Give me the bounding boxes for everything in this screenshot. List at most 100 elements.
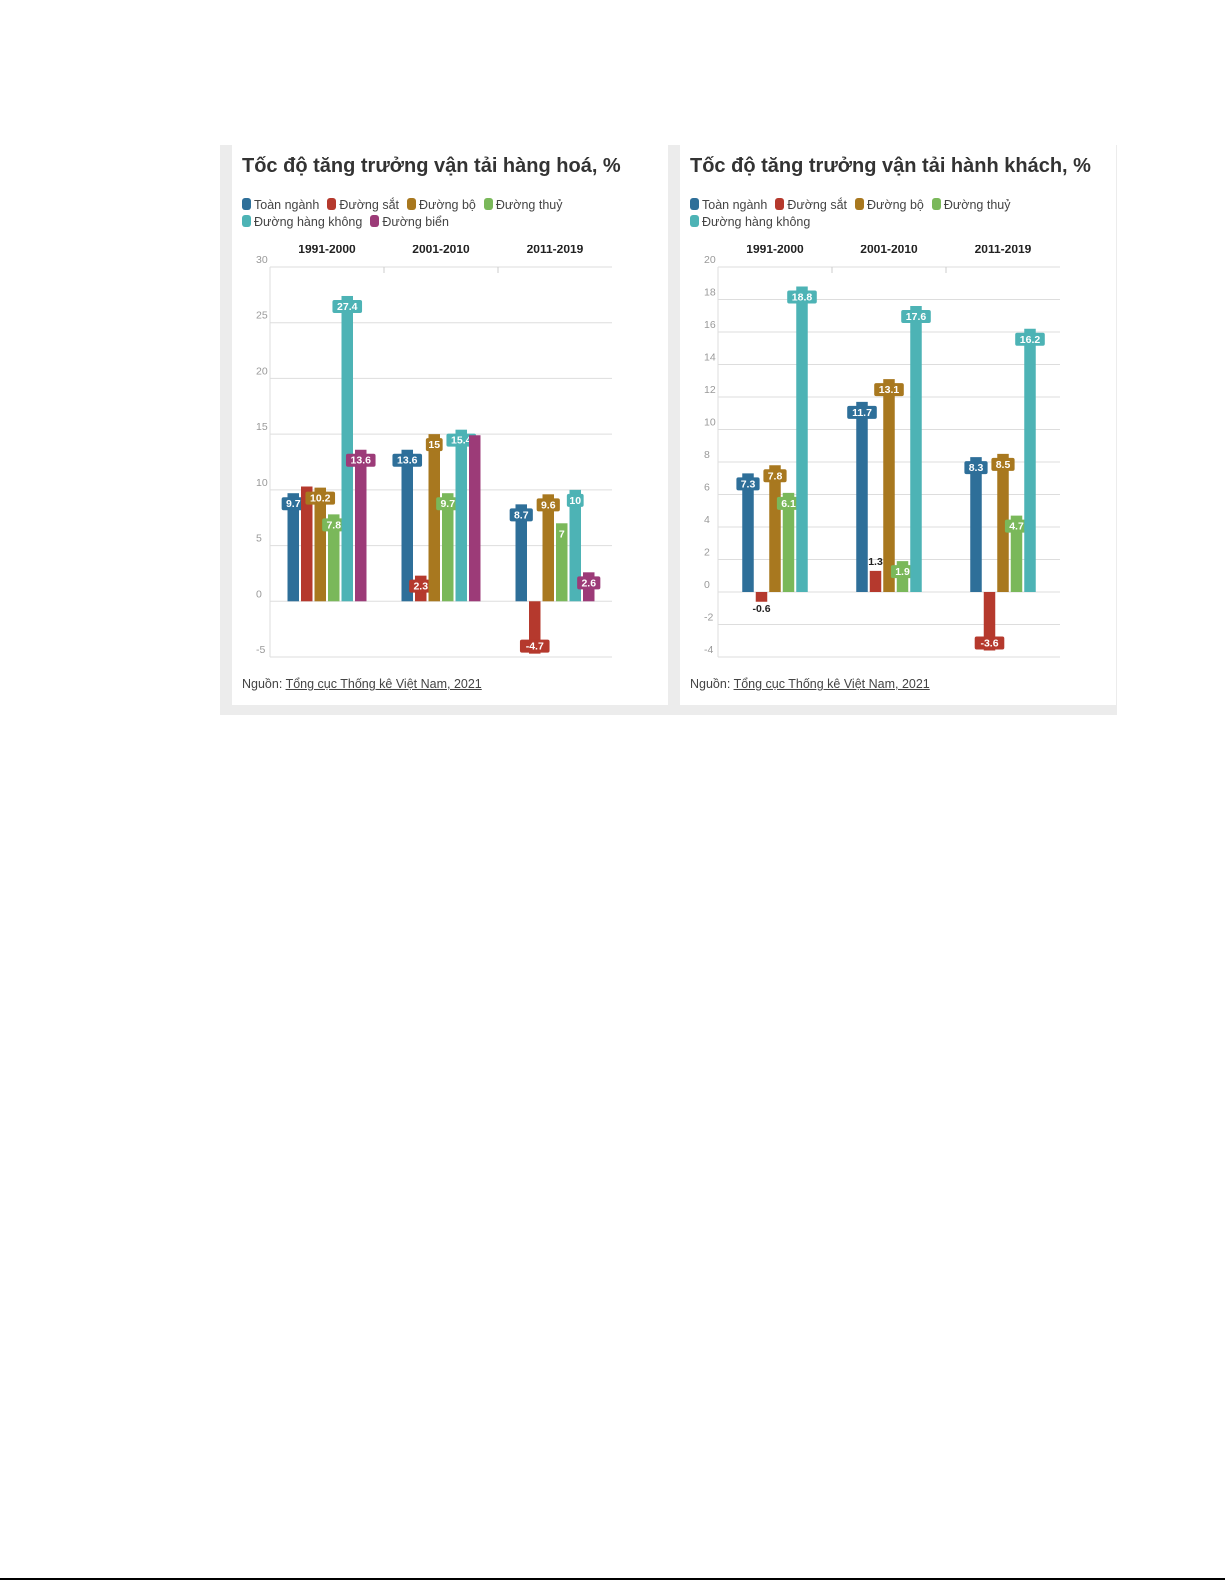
legend-swatch bbox=[690, 215, 699, 227]
legend-swatch bbox=[855, 198, 864, 210]
legend-swatch bbox=[407, 198, 416, 210]
source-link[interactable]: Tổng cục Thống kê Việt Nam, 2021 bbox=[733, 677, 930, 691]
source-link[interactable]: Tổng cục Thống kê Việt Nam, 2021 bbox=[285, 677, 482, 691]
bar-duong-bo bbox=[883, 379, 895, 592]
passenger-chart-source: Nguồn: Tổng cục Thống kê Việt Nam, 2021 bbox=[690, 677, 930, 691]
passenger-chart-panel: Tốc độ tăng trưởng vận tải hành khách, %… bbox=[680, 145, 1116, 705]
category-label: 2011-2019 bbox=[527, 245, 584, 256]
legend-item-duong-thuy: Đường thuỷ bbox=[931, 197, 1010, 214]
bar-toan-nganh bbox=[401, 449, 413, 602]
data-label-badge bbox=[847, 405, 877, 419]
bar-duong-hang-khong bbox=[910, 306, 922, 592]
legend-swatch bbox=[242, 215, 251, 227]
legend-label: Toàn ngành bbox=[254, 198, 320, 212]
y-tick-label: 4 bbox=[704, 514, 710, 526]
legend-label: Đường bộ bbox=[419, 198, 476, 212]
data-label-badge bbox=[425, 438, 443, 452]
y-tick-label: 0 bbox=[256, 588, 262, 600]
y-tick-label: 18 bbox=[704, 287, 716, 299]
freight-chart-plot: -5 0 5 10 15 20 25 30 1991-2000 9.7 10.2 7.8 27.4 13.… bbox=[256, 245, 612, 658]
data-label: 4.7 bbox=[1009, 521, 1024, 533]
bar-toan-nganh bbox=[970, 457, 982, 592]
legend-item-duong-hang-khong: Đường hàng không bbox=[242, 214, 362, 231]
data-label-badge bbox=[577, 576, 601, 590]
data-label-badge bbox=[991, 457, 1015, 471]
data-label: 2.3 bbox=[413, 581, 428, 593]
bar-duong-bo bbox=[542, 494, 554, 602]
data-label-badge bbox=[409, 579, 433, 593]
bar-toan-nganh bbox=[515, 504, 527, 602]
y-tick-label: 0 bbox=[704, 579, 710, 591]
bar-duong-bo bbox=[769, 465, 781, 592]
passenger-chart-plot: -4 -2 0 2 4 6 8 10 12 14 16 18 20 1991-2000 7.3 -0.6 7.8… bbox=[704, 245, 1060, 658]
data-label-badge bbox=[281, 497, 305, 511]
data-label: 27.4 bbox=[337, 301, 358, 313]
bar-duong-thuy bbox=[1010, 515, 1023, 592]
data-label-badge bbox=[436, 497, 460, 511]
y-tick-label: 8 bbox=[704, 449, 710, 461]
legend-item-duong-hang-khong: Đường hàng không bbox=[690, 214, 810, 231]
data-label: 18.8 bbox=[792, 292, 813, 304]
y-tick-label: -4 bbox=[704, 644, 713, 656]
bar-toan-nganh bbox=[856, 401, 868, 592]
legend-swatch bbox=[690, 198, 699, 210]
y-tick-label: 12 bbox=[704, 384, 716, 396]
y-tick-label: -2 bbox=[704, 612, 713, 624]
data-label: 10.2 bbox=[310, 493, 331, 505]
legend-label: Đường sắt bbox=[787, 198, 847, 212]
freight-chart-source: Nguồn: Tổng cục Thống kê Việt Nam, 2021 bbox=[242, 677, 482, 691]
bar-duong-sat bbox=[983, 592, 996, 651]
passenger-chart-title: Tốc độ tăng trưởng vận tải hành khách, % bbox=[690, 155, 1091, 177]
data-label-badge bbox=[763, 469, 787, 483]
legend-item-duong-bien: Đường biển bbox=[370, 214, 449, 231]
data-label: 17.6 bbox=[906, 311, 927, 323]
bar-duong-bo bbox=[314, 487, 326, 602]
legend-swatch bbox=[931, 198, 941, 210]
bar-duong-sat bbox=[869, 570, 882, 592]
legend-label: Đường sắt bbox=[339, 198, 399, 212]
data-label: 16.2 bbox=[1020, 334, 1041, 346]
data-label-badge bbox=[566, 493, 584, 507]
data-label-badge bbox=[787, 290, 817, 304]
bar-duong-thuy bbox=[782, 492, 795, 592]
bar-duong-bo bbox=[997, 453, 1009, 592]
legend-label: Đường bộ bbox=[867, 198, 924, 212]
y-tick-label: 5 bbox=[256, 533, 262, 545]
bar-duong-bien bbox=[355, 449, 367, 602]
data-label-badge bbox=[874, 383, 904, 397]
y-tick-label: 15 bbox=[256, 421, 268, 433]
passenger-chart-legend: Toàn ngành Đường sắt Đường bộ Đường thuỷ Đườ… bbox=[690, 197, 1100, 231]
data-label: 13.6 bbox=[351, 455, 372, 467]
freight-chart-title: Tốc độ tăng trưởng vận tải hàng hoá, % bbox=[242, 155, 621, 177]
y-tick-label: 6 bbox=[704, 482, 710, 494]
bar-duong-thuy bbox=[556, 523, 568, 602]
page-bottom-rule bbox=[0, 1578, 1225, 1580]
data-label: -3.6 bbox=[980, 638, 998, 650]
bar-duong-sat bbox=[755, 592, 768, 602]
legend-swatch bbox=[775, 198, 785, 210]
freight-chart-panel: Tốc độ tăng trưởng vận tải hàng hoá, % T… bbox=[232, 145, 668, 705]
category-label: 2001-2010 bbox=[412, 245, 470, 256]
y-tick-label: 25 bbox=[256, 310, 268, 322]
data-label: 11.7 bbox=[852, 407, 872, 419]
category-label: 1991-2000 bbox=[746, 245, 804, 256]
data-label: 8.3 bbox=[969, 462, 984, 474]
legend-item-duong-bo: Đường bộ bbox=[407, 197, 476, 214]
data-label-badge bbox=[1004, 519, 1029, 533]
bar-duong-hang-khong bbox=[569, 489, 581, 602]
data-label-badge bbox=[305, 491, 336, 505]
data-label: 2.6 bbox=[581, 577, 596, 589]
source-prefix: Nguồn: bbox=[690, 677, 734, 691]
data-label-badge bbox=[392, 453, 423, 467]
charts-frame: Tốc độ tăng trưởng vận tải hàng hoá, % T… bbox=[220, 145, 1117, 715]
bar-duong-sat bbox=[529, 601, 541, 654]
legend-swatch bbox=[483, 198, 493, 210]
data-label-badge bbox=[890, 565, 915, 579]
legend-item-duong-sat: Đường sắt bbox=[327, 197, 399, 214]
data-label-badge bbox=[1015, 332, 1045, 346]
data-label-badge bbox=[901, 310, 931, 323]
bar-toan-nganh bbox=[742, 473, 754, 592]
data-label: 6.1 bbox=[781, 498, 796, 510]
data-label: 13.6 bbox=[397, 455, 418, 467]
legend-item-toan-nganh: Toàn ngành bbox=[690, 197, 767, 214]
